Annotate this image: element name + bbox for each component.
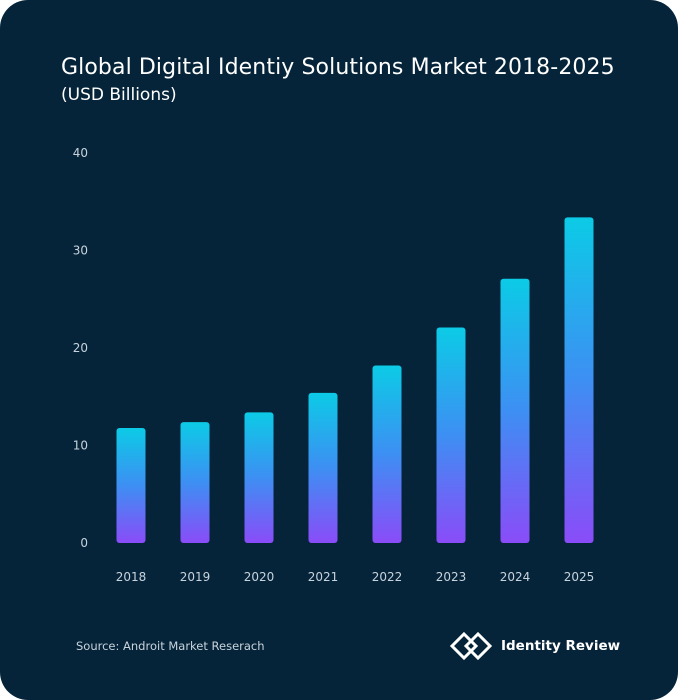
bar-2024 xyxy=(500,278,530,543)
y-tick-label: 0 xyxy=(80,536,88,550)
bar-2023 xyxy=(436,327,466,543)
x-tick-label: 2023 xyxy=(436,570,467,584)
bar-2018 xyxy=(116,427,146,543)
x-tick-label: 2018 xyxy=(116,570,147,584)
chart-title: Global Digital Identiy Solutions Market … xyxy=(61,55,615,80)
y-tick-label: 20 xyxy=(73,341,88,355)
brand-name: Identity Review xyxy=(501,638,621,654)
bar-2019 xyxy=(180,422,210,543)
bar-2025 xyxy=(564,217,594,543)
y-axis-labels: 0 10 20 30 40 xyxy=(73,146,88,550)
brand: Identity Review xyxy=(449,631,620,661)
x-tick-label: 2024 xyxy=(500,570,531,584)
x-tick-label: 2025 xyxy=(564,570,595,584)
y-tick-label: 40 xyxy=(73,146,88,160)
x-tick-label: 2020 xyxy=(244,570,275,584)
x-tick-label: 2019 xyxy=(180,570,211,584)
y-tick-label: 10 xyxy=(73,439,88,453)
x-axis-labels: 2018 2019 2020 2021 2022 2023 2024 2025 xyxy=(116,570,595,584)
bar-2022 xyxy=(372,365,402,543)
interlocked-diamonds-icon xyxy=(449,631,493,661)
x-tick-label: 2022 xyxy=(372,570,403,584)
source-note: Source: Androit Market Reserach xyxy=(76,639,265,653)
x-tick-label: 2021 xyxy=(308,570,339,584)
bar-2021 xyxy=(308,392,338,543)
bar-2020 xyxy=(244,412,274,543)
y-tick-label: 30 xyxy=(73,244,88,258)
bars xyxy=(116,217,594,543)
chart-subtitle: (USD Billions) xyxy=(61,85,177,105)
